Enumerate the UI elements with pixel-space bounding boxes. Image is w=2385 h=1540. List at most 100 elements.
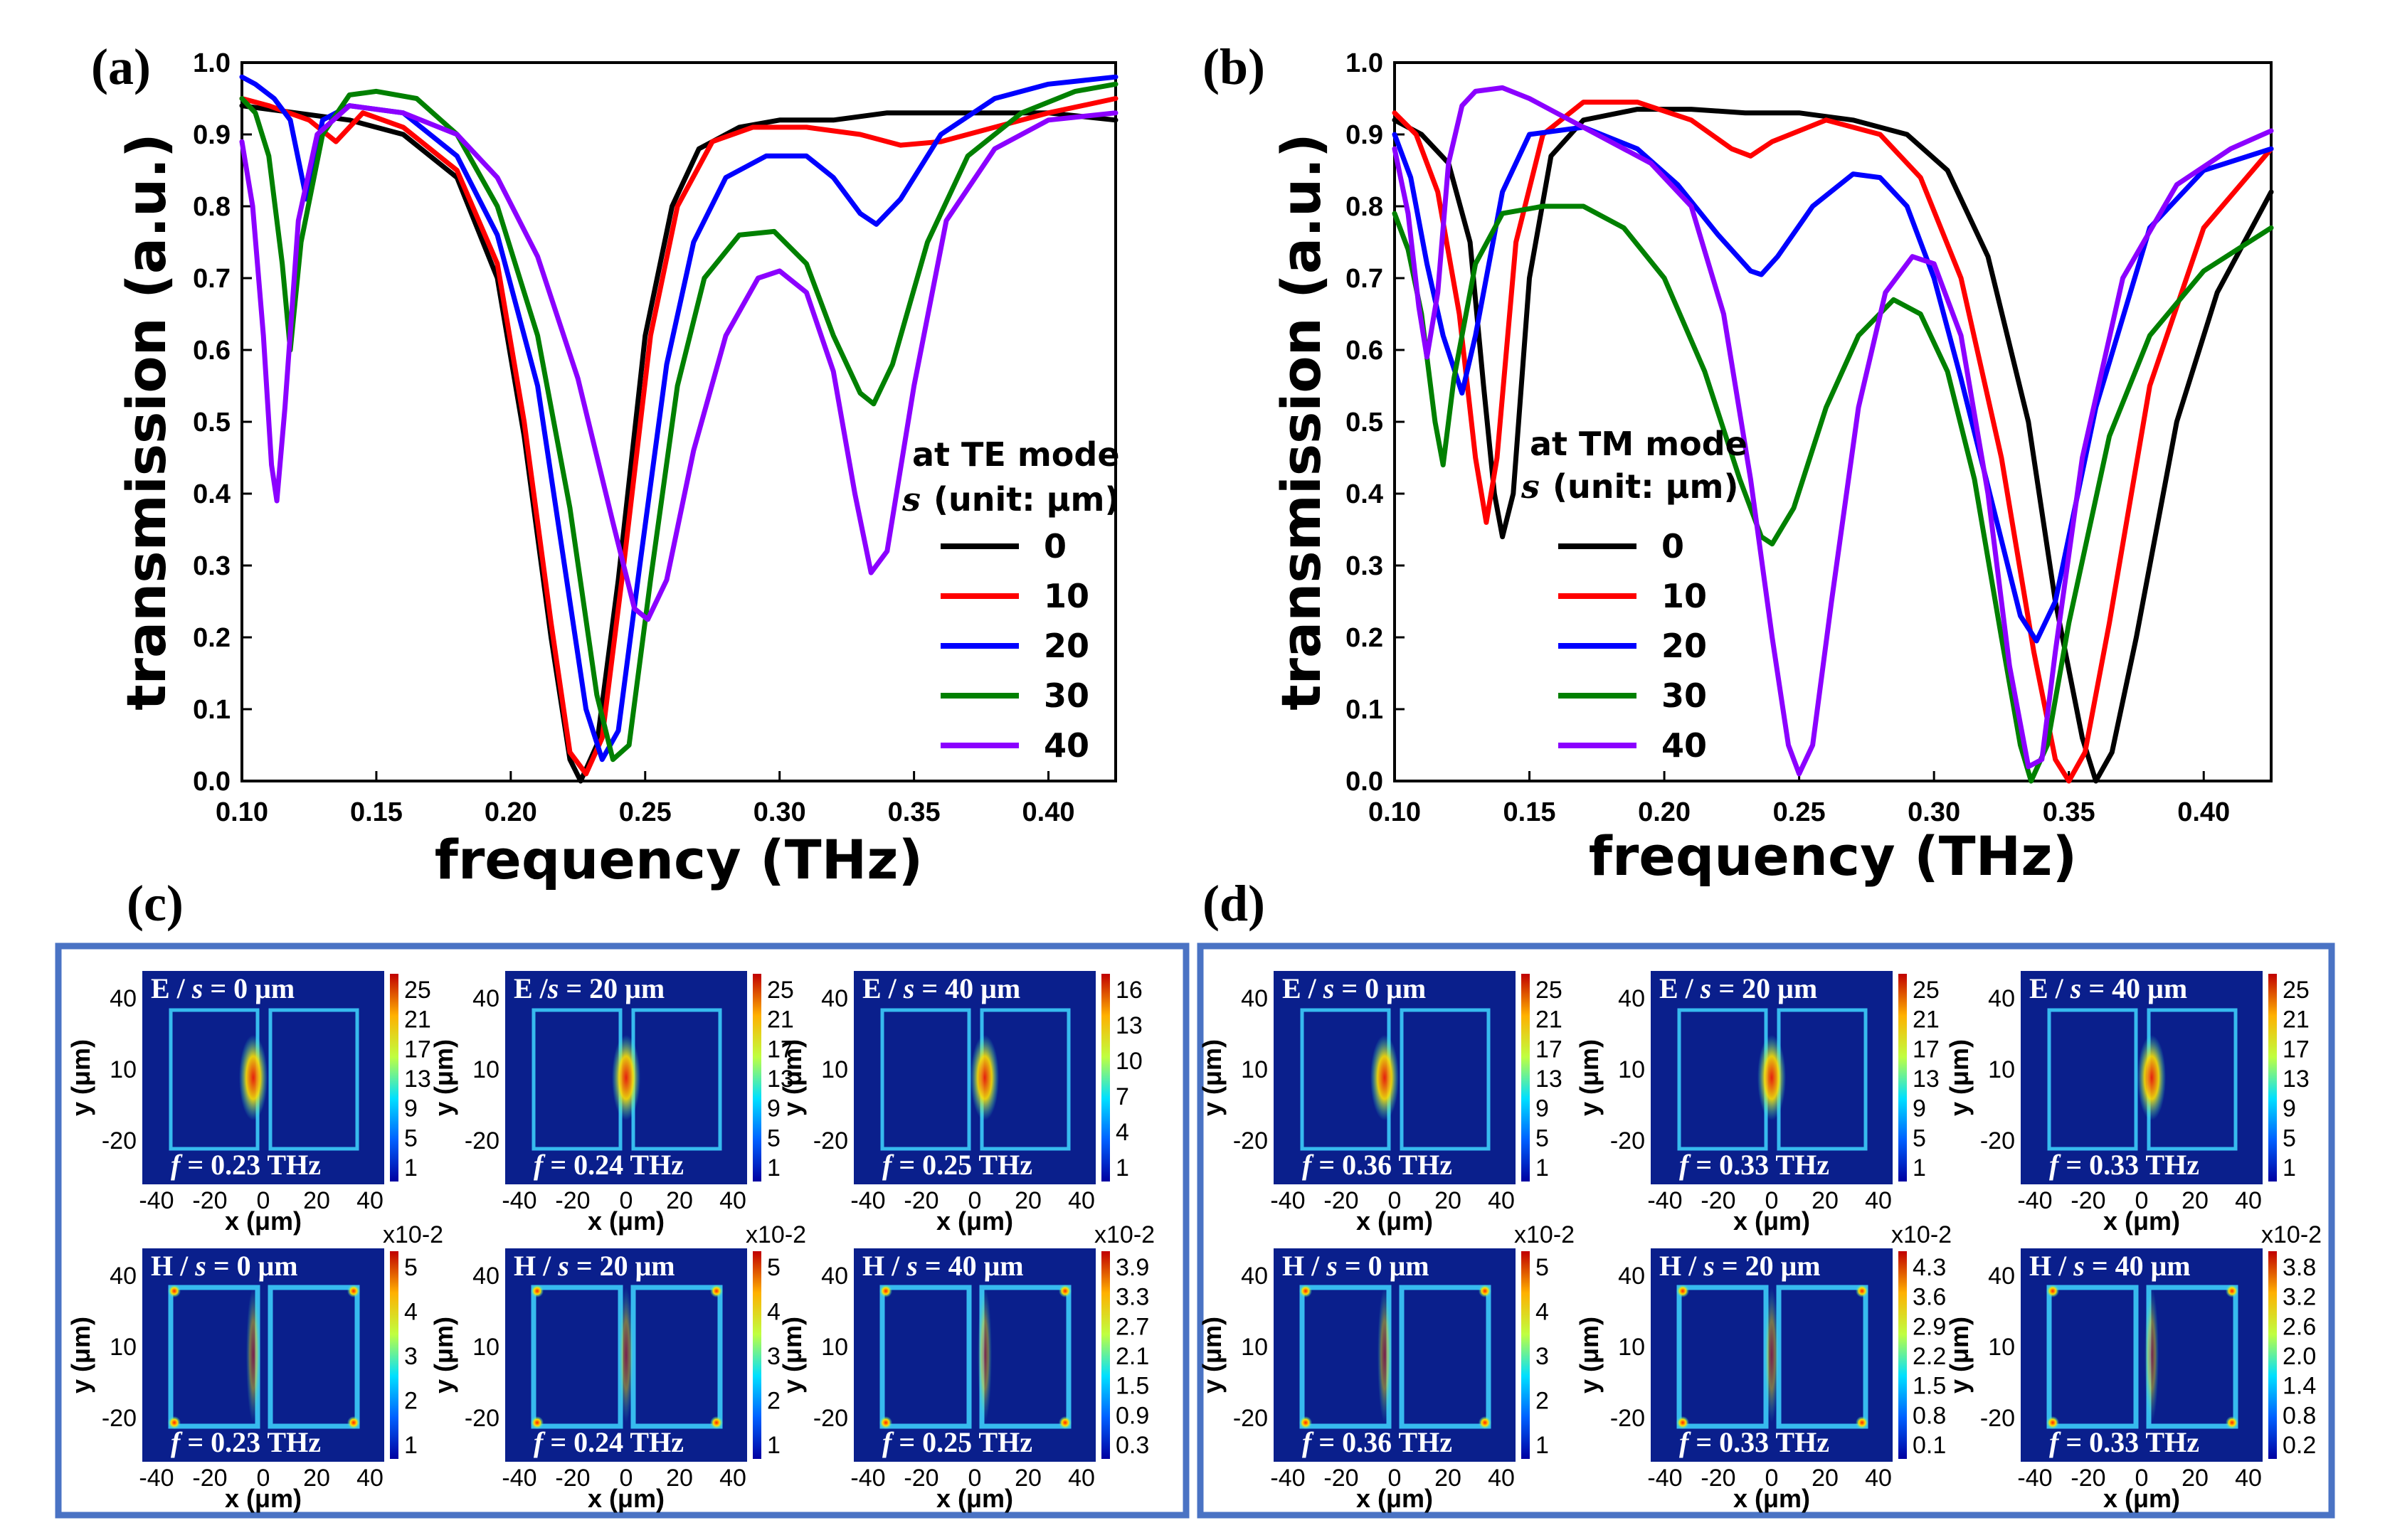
map-y-tick: 10 [1618, 1056, 1645, 1083]
colorbar-tick: 3 [1535, 1343, 1549, 1370]
map-x-tick: 20 [1812, 1187, 1839, 1214]
colorbar-tick: 1 [1535, 1432, 1549, 1459]
field-map-title-s: s [191, 972, 203, 1004]
corner-hotspot [168, 1416, 181, 1429]
colorbar-tick: 4 [404, 1299, 418, 1326]
y-axis-label: transmission (a.u.) [1269, 133, 1333, 711]
colorbar-tick: 13 [1913, 1066, 1940, 1093]
map-y-axis-label: y (μm) [1197, 1039, 1227, 1116]
y-tick-label: 0.0 [1345, 767, 1383, 797]
map-x-tick: 0 [620, 1465, 633, 1492]
corner-hotspot [2046, 1285, 2059, 1297]
map-y-tick: -20 [1233, 1405, 1268, 1432]
map-y-tick: 40 [1618, 1263, 1645, 1290]
field-hotspot [246, 1287, 260, 1423]
map-x-tick: 0 [257, 1187, 270, 1214]
field-map-frequency-symbol: f [534, 1149, 546, 1181]
field-map-title: E / s = 0 μm [1282, 972, 1426, 1004]
map-x-tick: -40 [1270, 1187, 1305, 1214]
colorbar-tick: 5 [404, 1254, 418, 1281]
colorbar-tick: 2.7 [1116, 1313, 1149, 1340]
colorbar-tick: 2 [1535, 1388, 1549, 1415]
field-map-frequency-value: = 0.24 THz [543, 1426, 684, 1458]
resonator-left [880, 1008, 971, 1151]
field-map-frequency-value: = 0.33 THz [1688, 1426, 1829, 1458]
map-y-tick: -20 [102, 1127, 137, 1154]
map-y-tick: 40 [1988, 985, 2015, 1012]
field-map-title: H / s = 20 μm [514, 1250, 675, 1282]
colorbar-tick: 5 [767, 1125, 781, 1152]
field-map-title-suffix: = 40 μm [2081, 972, 2187, 1004]
legend-param: s [1521, 467, 1540, 506]
map-y-axis-label: y (μm) [66, 1039, 95, 1116]
corner-hotspot [1479, 1285, 1491, 1297]
map-y-tick: 40 [1618, 985, 1645, 1012]
field-map-title-prefix: H / [1282, 1250, 1326, 1282]
map-x-tick: 0 [968, 1187, 982, 1214]
field-map-title-suffix: = 20 μm [569, 1250, 675, 1282]
field-hotspot [1377, 1287, 1392, 1423]
field-map-frequency: f = 0.25 THz [882, 1149, 1032, 1181]
corner-hotspot [2226, 1416, 2238, 1429]
map-x-tick: -40 [139, 1187, 174, 1214]
corner-hotspot [347, 1285, 360, 1297]
map-x-tick: 40 [1068, 1187, 1095, 1214]
series-line-s20 [239, 74, 1119, 763]
colorbar-tick: 17 [404, 1036, 431, 1063]
colorbar-tick: 25 [1535, 977, 1562, 1004]
field-map-title-s: s [547, 972, 559, 1004]
map-x-tick: -20 [1701, 1187, 1735, 1214]
legend-label-s10: 10 [1044, 577, 1089, 615]
map-x-tick: -20 [2071, 1187, 2105, 1214]
map-x-tick: -40 [1270, 1465, 1305, 1492]
map-x-tick: -40 [139, 1465, 174, 1492]
legend-title: at TE mode [912, 435, 1120, 474]
field-map-frequency: f = 0.24 THz [534, 1426, 684, 1458]
map-x-tick: 0 [2135, 1465, 2149, 1492]
colorbar-tick: 5 [1535, 1254, 1549, 1281]
field-map-frequency-symbol: f [1679, 1149, 1691, 1181]
series-line-s0 [1392, 107, 2274, 784]
tick-marks [1393, 61, 2205, 782]
map-y-tick: 40 [821, 985, 848, 1012]
map-x-tick: -20 [1701, 1465, 1735, 1492]
corner-hotspot [879, 1416, 892, 1429]
field-map: H / s = 0 μm f = 0.36 THz 5 4 3 2 1 x10-2 -40 -20… [1197, 1221, 1575, 1513]
colorbar-tick: 16 [1116, 977, 1143, 1004]
colorbar-tick: 4 [1535, 1299, 1549, 1326]
colorbar-tick: 4 [1116, 1119, 1129, 1146]
y-tick-label: 0.4 [1345, 479, 1383, 509]
corner-hotspot [2046, 1416, 2059, 1429]
legend-label-s40: 40 [1044, 726, 1089, 765]
map-x-tick: 20 [303, 1187, 330, 1214]
colorbar-exponent: x10-2 [746, 1221, 806, 1248]
map-x-axis-label: x (μm) [225, 1206, 302, 1236]
field-map-frequency-value: = 0.33 THz [2058, 1149, 2199, 1181]
y-tick-label: 0.2 [1345, 623, 1383, 653]
map-y-tick: 10 [472, 1334, 499, 1361]
map-x-axis-label: x (μm) [2103, 1484, 2180, 1513]
map-x-tick: 40 [719, 1465, 746, 1492]
y-tick-label: 0.4 [193, 479, 231, 509]
field-map-title-s: s [1323, 972, 1335, 1004]
field-map-title: E / s = 0 μm [151, 972, 295, 1004]
map-x-tick: 40 [2235, 1465, 2262, 1492]
colorbar-tick: 21 [767, 1007, 794, 1034]
corner-hotspot [1299, 1285, 1312, 1297]
colorbar-tick: 5 [1913, 1125, 1926, 1152]
field-map-frequency-symbol: f [2049, 1426, 2061, 1458]
field-map-frequency: f = 0.24 THz [534, 1149, 684, 1181]
resonator-right [268, 1008, 359, 1151]
field-map-frequency-value: = 0.23 THz [180, 1149, 321, 1181]
colorbar-tick: 1 [404, 1432, 418, 1459]
map-x-tick: -40 [2017, 1187, 2052, 1214]
map-x-tick: 20 [1434, 1465, 1461, 1492]
map-y-tick: 40 [821, 1263, 848, 1290]
field-map-title-suffix: = 40 μm [2085, 1250, 2191, 1282]
field-map-title-prefix: E / [2029, 972, 2071, 1004]
field-map-title-prefix: E / [151, 972, 192, 1004]
field-map-title: H / s = 40 μm [2029, 1250, 2191, 1282]
legend-unit: (unit: μm) [1553, 467, 1739, 506]
map-x-tick: -40 [850, 1465, 885, 1492]
